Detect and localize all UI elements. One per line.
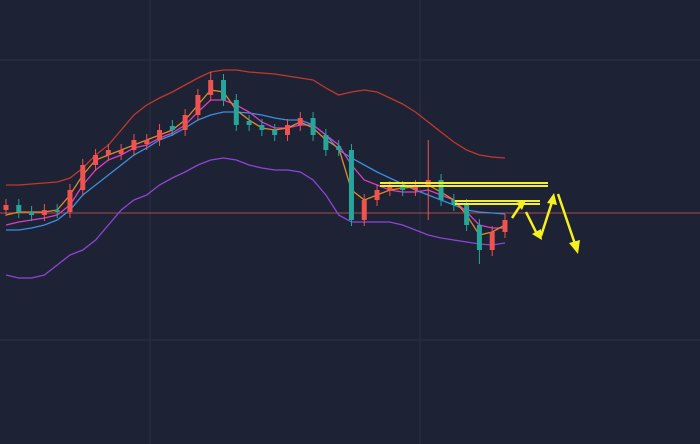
candle-body [41, 210, 47, 215]
candle-body [284, 125, 290, 135]
candle-body [259, 125, 265, 130]
candle-body [80, 165, 86, 190]
indicator-line [5, 157, 506, 279]
candle-body [272, 130, 278, 135]
candle-body [297, 118, 303, 125]
candle-body [93, 155, 99, 165]
annotations [380, 182, 580, 254]
candle-body [451, 200, 457, 205]
candle-body [16, 205, 22, 212]
candle-body [67, 190, 73, 212]
candle-body [105, 150, 111, 155]
candle-body [118, 150, 124, 154]
candle-body [400, 187, 406, 190]
candle-body [310, 118, 316, 135]
candle-body [361, 200, 367, 220]
indicator-line [6, 111, 506, 231]
candle-body [157, 130, 163, 140]
candle-body [221, 80, 227, 100]
candle-body [169, 126, 175, 130]
candle-body [3, 205, 9, 210]
candle-body [208, 80, 214, 95]
indicator-line [6, 69, 506, 186]
candle-body [438, 180, 444, 200]
candle-body [412, 186, 418, 190]
candle-body [246, 121, 252, 125]
candle-body [464, 205, 470, 225]
candle-body [323, 135, 329, 150]
candle-body [144, 140, 150, 144]
candle-body [489, 232, 495, 250]
candle-body [195, 95, 201, 115]
candle-body [476, 225, 482, 250]
indicator-line [5, 99, 505, 229]
candle-body [54, 210, 60, 212]
candle-body [336, 146, 342, 150]
candle-body [233, 100, 239, 125]
candle-body [374, 190, 380, 200]
candle-body [29, 212, 35, 215]
candle-body [502, 220, 508, 232]
candle-body [182, 115, 188, 130]
candle-body [131, 140, 137, 150]
plot [0, 69, 700, 279]
candle-body [348, 150, 354, 220]
candle-body [387, 187, 393, 190]
